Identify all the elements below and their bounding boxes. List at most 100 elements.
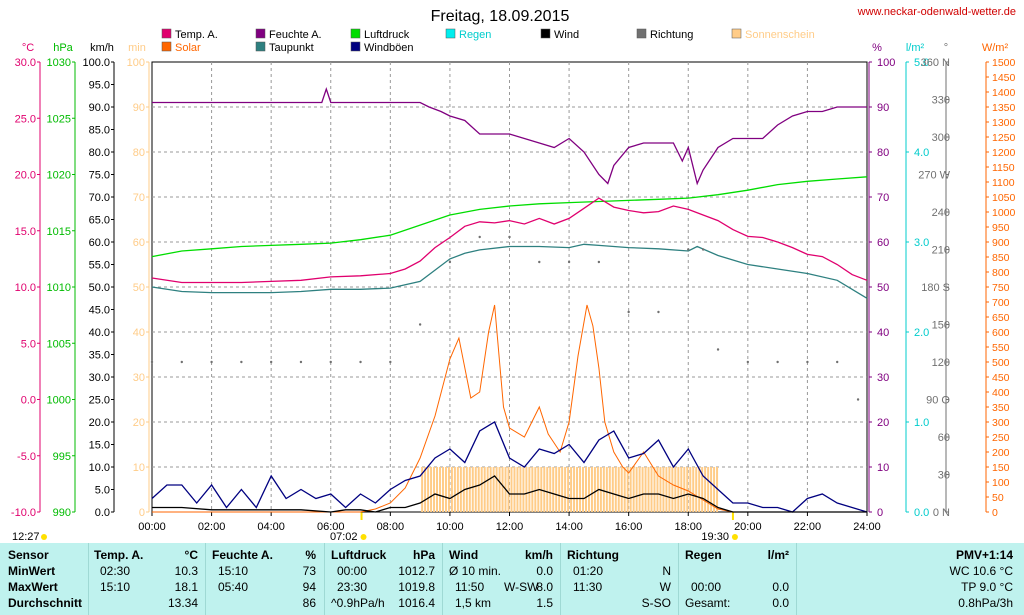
solar-tick-label: 1100: [992, 177, 1015, 189]
hum-tick-label: 100: [877, 57, 895, 69]
stats-header-rain: Regen: [685, 548, 722, 562]
hum-tick-label: 70: [877, 192, 889, 204]
dir-min-time: 01:20: [573, 564, 604, 578]
sunshine-bar: [450, 467, 453, 512]
legend-label: Feuchte A.: [269, 29, 322, 41]
hum-tick-label: 90: [877, 102, 889, 114]
dir-max-time: 11:30: [573, 580, 603, 594]
dir-tick-label: 300: [932, 132, 950, 144]
sunshine-bar: [552, 467, 555, 512]
sunshine-bar: [662, 467, 665, 512]
rain-max-value: 0.0: [772, 580, 789, 594]
x-tick-label: 14:00: [555, 521, 583, 533]
hum-max-value: 94: [302, 580, 316, 594]
sun-unit-label: min: [128, 42, 146, 54]
stats-unit-wind: km/h: [524, 548, 553, 562]
stats-col-dir: Richtung 01:20 N 11:30 W S-SO: [567, 547, 671, 611]
sunshine-bar: [570, 467, 573, 512]
series-temp-a-: [151, 197, 868, 284]
hum-min-value: 73: [302, 564, 316, 578]
dir-tick-label: 60: [938, 432, 950, 444]
wind-min-label: Ø 10 min.: [449, 564, 502, 578]
stats-header-press: Luftdruck: [331, 548, 387, 562]
press-max-time: 23:30: [337, 580, 368, 594]
legend-label: Wind: [554, 29, 579, 41]
wind-tick-label: 55.0: [89, 260, 110, 272]
sunshine-bar: [614, 467, 617, 512]
hum-tick-label: 30: [877, 372, 889, 384]
sunshine-bar: [531, 467, 534, 512]
sunshine-bar: [501, 467, 504, 512]
sunshine-bar: [477, 467, 480, 512]
sunshine-bar: [653, 467, 656, 512]
sun-tick-label: 90: [133, 102, 145, 114]
sunshine-bar: [677, 467, 680, 512]
stats-unit-hum: %: [305, 548, 316, 562]
sunshine-bar: [650, 467, 653, 512]
press-tick-label: 1010: [47, 282, 71, 294]
sunshine-bar: [471, 467, 474, 512]
direction-point: [701, 248, 705, 251]
sunshine-bar: [522, 467, 525, 512]
sunshine-bar: [656, 467, 659, 512]
solar-tick-label: 1150: [992, 162, 1015, 174]
solar-tick-label: 100: [992, 477, 1010, 489]
dir-tick-label: 90 O: [926, 395, 950, 407]
legend-swatch: [445, 28, 456, 39]
sunshine-bar: [605, 467, 608, 512]
dir-tick-label: 270 W: [918, 170, 950, 182]
direction-point: [856, 398, 860, 401]
stats-header-pmv: PMV+1:14: [955, 548, 1013, 562]
sunshine-bar: [510, 467, 513, 512]
wind-tick-label: 15.0: [89, 440, 110, 452]
direction-point: [836, 360, 839, 364]
legend-swatch: [350, 41, 361, 52]
press-tick-label: 1000: [47, 395, 71, 407]
temp-tick-label: 30.0: [15, 57, 36, 69]
press-tick-label: 1030: [47, 57, 71, 69]
sunshine-bar: [561, 467, 564, 512]
press-unit-label: hPa: [53, 42, 73, 54]
sunshine-bar: [444, 467, 447, 512]
stats-unit-press: hPa: [412, 548, 435, 562]
solar-tick-label: 600: [992, 327, 1010, 339]
direction-point: [508, 235, 511, 239]
solar-tick-label: 1500: [992, 57, 1016, 69]
wind-tick-label: 65.0: [89, 215, 110, 227]
series-wind: [152, 475, 867, 513]
sunshine-bar: [447, 467, 450, 512]
sun-tick-label: 70: [133, 192, 145, 204]
sun-tick-label: 80: [133, 147, 145, 159]
sunshine-bar: [629, 467, 632, 512]
press-max-value: 1019.8: [398, 580, 435, 594]
legend: Temp. A. Feuchte A. Luftdruck Regen Wind Rich…: [161, 28, 815, 54]
temp-min-time: 02:30: [100, 564, 131, 578]
press-tick-label: 1020: [47, 170, 71, 182]
solar-tick-label: 1200: [992, 147, 1016, 159]
solar-tick-label: 450: [992, 372, 1010, 384]
sunshine-bar: [659, 467, 662, 512]
sunshine-bar: [620, 467, 623, 512]
direction-point: [627, 310, 630, 314]
wind-tick-label: 85.0: [89, 125, 110, 137]
stats-col-sensor: Sensor MinWert MaxWert Durchschnitt: [8, 547, 86, 611]
temp-max-time: 15:10: [100, 580, 131, 594]
direction-point: [776, 360, 779, 364]
hum-max-time: 05:40: [218, 580, 249, 594]
stats-label-min: MinWert: [8, 564, 56, 578]
rain-total-value: 0.0: [772, 596, 789, 610]
legend-swatch: [255, 41, 266, 52]
stats-label-max: MaxWert: [8, 580, 58, 594]
sunshine-bar: [480, 467, 483, 512]
sunshine-bar: [430, 467, 433, 512]
sunshine-bar: [686, 467, 689, 512]
x-tick-label: 06:00: [317, 521, 345, 533]
legend-label: Luftdruck: [364, 29, 410, 41]
hum-min-time: 15:10: [218, 564, 249, 578]
series-taupunkt: [151, 243, 868, 299]
solar-tick-label: 700: [992, 297, 1010, 309]
pmv-pressure-trend: 0.8hPa/3h: [958, 596, 1013, 610]
wind-tick-label: 40.0: [89, 327, 110, 339]
site-url[interactable]: www.neckar-odenwald-wetter.de: [857, 6, 1016, 18]
sunshine-bar: [713, 467, 716, 512]
